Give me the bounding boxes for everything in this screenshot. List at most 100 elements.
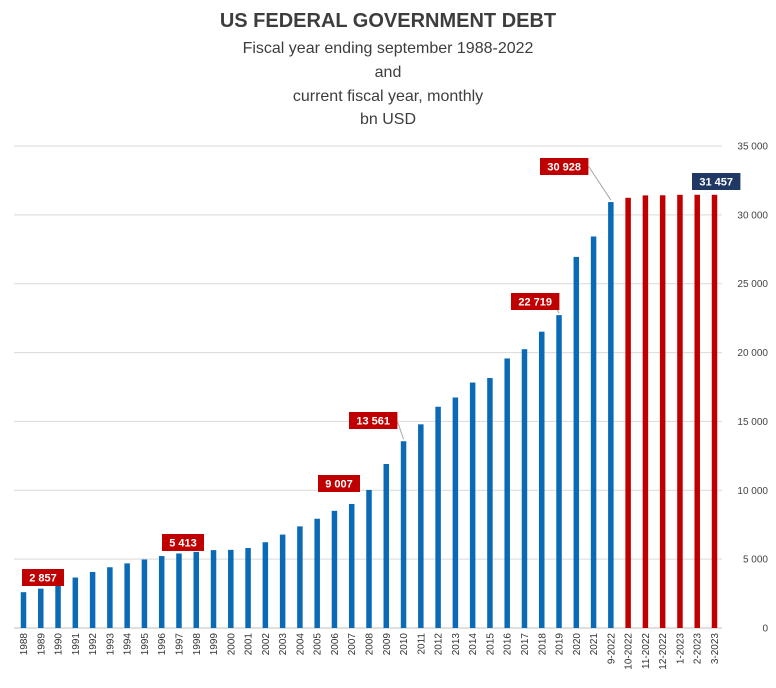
x-tick-label: 12-2022 [658, 633, 669, 670]
data-label: 13 561 [356, 416, 390, 428]
bar [400, 441, 407, 628]
x-tick-label: 2009 [382, 633, 393, 656]
bar [193, 551, 199, 628]
data-label-box [349, 412, 398, 429]
chart-subtitle-line-2: and [374, 64, 402, 81]
bar [158, 556, 165, 628]
bar [383, 463, 390, 628]
bar [521, 349, 528, 628]
data-label-box [318, 475, 360, 492]
data-label: 2 857 [29, 573, 57, 585]
bar [711, 194, 718, 628]
bar [435, 406, 441, 628]
bar [590, 236, 597, 628]
x-tick-label: 2003 [278, 633, 289, 656]
x-tick-label: 1994 [123, 633, 134, 656]
chart-subtitle-line-1: Fiscal year ending september 1988-2022 [242, 40, 534, 57]
bar [487, 378, 493, 628]
bar [228, 549, 234, 628]
x-tick-label: 2006 [330, 633, 341, 656]
y-tick-label: 30 000 [737, 210, 768, 221]
y-tick-label: 5 000 [743, 555, 768, 566]
x-tick-label: 3-2023 [710, 633, 721, 665]
bar [55, 583, 61, 628]
data-label-box [162, 534, 204, 551]
bar [176, 553, 182, 628]
bar [141, 559, 148, 628]
bar [348, 503, 355, 628]
x-tick-label: 2008 [365, 633, 376, 656]
bar [279, 534, 286, 628]
data-label: 31 457 [699, 177, 733, 189]
x-tick-label: 2002 [261, 633, 272, 656]
x-tick-label: 11-2022 [641, 633, 652, 669]
x-tick-label: 2020 [572, 633, 583, 656]
bar [245, 548, 251, 628]
y-tick-label: 15 000 [737, 417, 768, 428]
bar [418, 424, 424, 628]
x-tick-label: 2004 [295, 633, 306, 656]
bar [89, 572, 96, 628]
bar [38, 588, 44, 628]
bar [452, 397, 459, 628]
x-tick-label: 2018 [537, 633, 548, 656]
bars [20, 194, 718, 629]
x-tick-label: 2021 [589, 633, 600, 656]
bar [124, 563, 130, 628]
bar [625, 197, 631, 629]
data-label-box [540, 158, 589, 175]
x-tick-label: 2013 [451, 633, 462, 656]
data-label-box [22, 569, 64, 586]
x-tick-label: 1991 [71, 633, 82, 656]
x-tick-label: 1996 [157, 633, 168, 656]
x-tick-label: 1989 [36, 633, 47, 656]
x-tick-label: 2017 [520, 633, 531, 656]
bar [659, 195, 666, 629]
x-tick-label: 1995 [140, 633, 151, 656]
x-tick-label: 2015 [485, 633, 496, 656]
bar [608, 202, 614, 628]
bar [107, 567, 113, 628]
data-label: 22 719 [518, 297, 552, 309]
x-tick-label: 1998 [192, 633, 203, 656]
data-label-box [511, 293, 560, 310]
x-tick-label: 1990 [54, 633, 65, 656]
x-tick-label: 2010 [399, 633, 410, 656]
chart-subtitle-line-3: current fiscal year, monthly [292, 88, 484, 105]
x-tick-label: 1992 [88, 633, 99, 656]
x-tick-label: 2-2023 [693, 633, 704, 665]
data-label: 30 928 [547, 162, 581, 174]
chart-subtitle-line-4: bn USD [359, 111, 417, 128]
data-labels: 2 857 5 413 9 007 13 561 22 719 30 928 31 457 [22, 158, 741, 586]
bar [20, 592, 27, 628]
x-tick-label: 2005 [313, 633, 324, 656]
x-tick-label: 9-2022 [606, 633, 617, 665]
bar [469, 382, 476, 628]
y-axis-ticks: 0 5 000 10 000 15 000 20 000 25 000 30 000 35 0… [737, 142, 768, 635]
bar [366, 489, 372, 628]
x-tick-label: 2014 [468, 633, 479, 656]
bar [331, 510, 338, 628]
bar [677, 194, 683, 629]
bar [694, 194, 700, 628]
bar [556, 315, 562, 628]
x-tick-label: 2019 [555, 633, 566, 656]
data-label: 5 413 [169, 538, 197, 550]
chart-title: US FEDERAL GOVERNMENT DEBT [219, 10, 557, 32]
x-tick-label: 2000 [226, 633, 237, 656]
y-tick-label: 35 000 [737, 142, 768, 153]
bar [72, 577, 79, 628]
x-axis-ticks: 1988 1989 1990 1991 1992 1993 1994 1995 1996 1997… [19, 633, 721, 670]
bar [539, 331, 545, 628]
bar [262, 542, 269, 628]
data-label-box [692, 173, 741, 190]
x-tick-label: 2001 [244, 633, 255, 656]
bar [573, 256, 580, 628]
y-tick-label: 0 [762, 624, 768, 635]
bar [642, 195, 649, 628]
data-label: 9 007 [325, 479, 353, 491]
x-tick-label: 2012 [434, 633, 445, 656]
x-tick-label: 2011 [416, 633, 427, 655]
bar [504, 358, 510, 628]
